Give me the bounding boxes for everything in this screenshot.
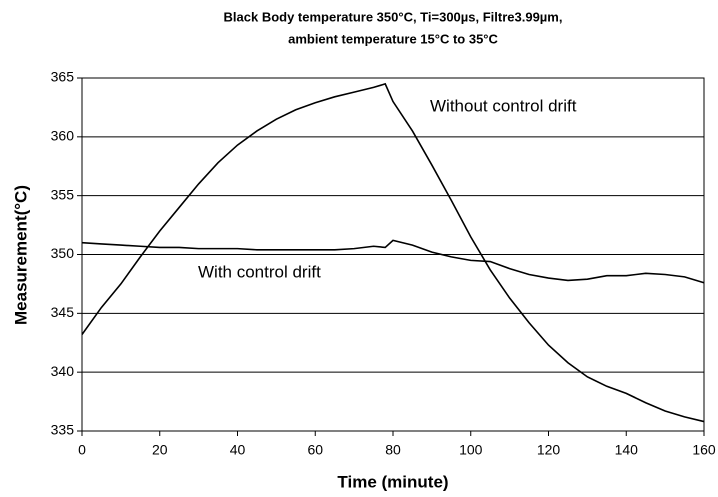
y-tick-label: 345: [51, 304, 75, 320]
chart-title-line: Black Body temperature 350°C, Ti=300µs, …: [224, 9, 563, 24]
x-tick-label: 40: [230, 442, 246, 458]
x-tick-label: 60: [307, 442, 323, 458]
y-tick-label: 365: [51, 69, 75, 85]
series-annotation: With control drift: [198, 262, 321, 281]
chart-title-line: ambient temperature 15°C to 35°C: [288, 31, 498, 46]
y-axis-label: Measurement(°C): [11, 185, 30, 325]
x-tick-label: 160: [692, 442, 716, 458]
x-axis-label: Time (minute): [337, 472, 448, 491]
series-line: [81, 82, 705, 423]
y-tick-label: 355: [51, 186, 75, 202]
x-tick-label: 140: [615, 442, 639, 458]
plot-frame: [81, 77, 705, 432]
series-annotation: Without control drift: [430, 96, 577, 115]
series-line: [81, 239, 705, 284]
y-tick-label: 335: [51, 422, 75, 438]
x-tick-label: 0: [78, 442, 86, 458]
x-tick-label: 100: [459, 442, 483, 458]
y-tick-label: 340: [51, 363, 75, 379]
y-tick-label: 350: [51, 245, 75, 261]
y-tick-label: 360: [51, 128, 75, 144]
x-tick-label: 120: [537, 442, 561, 458]
x-tick-label: 80: [385, 442, 401, 458]
x-tick-label: 20: [152, 442, 168, 458]
